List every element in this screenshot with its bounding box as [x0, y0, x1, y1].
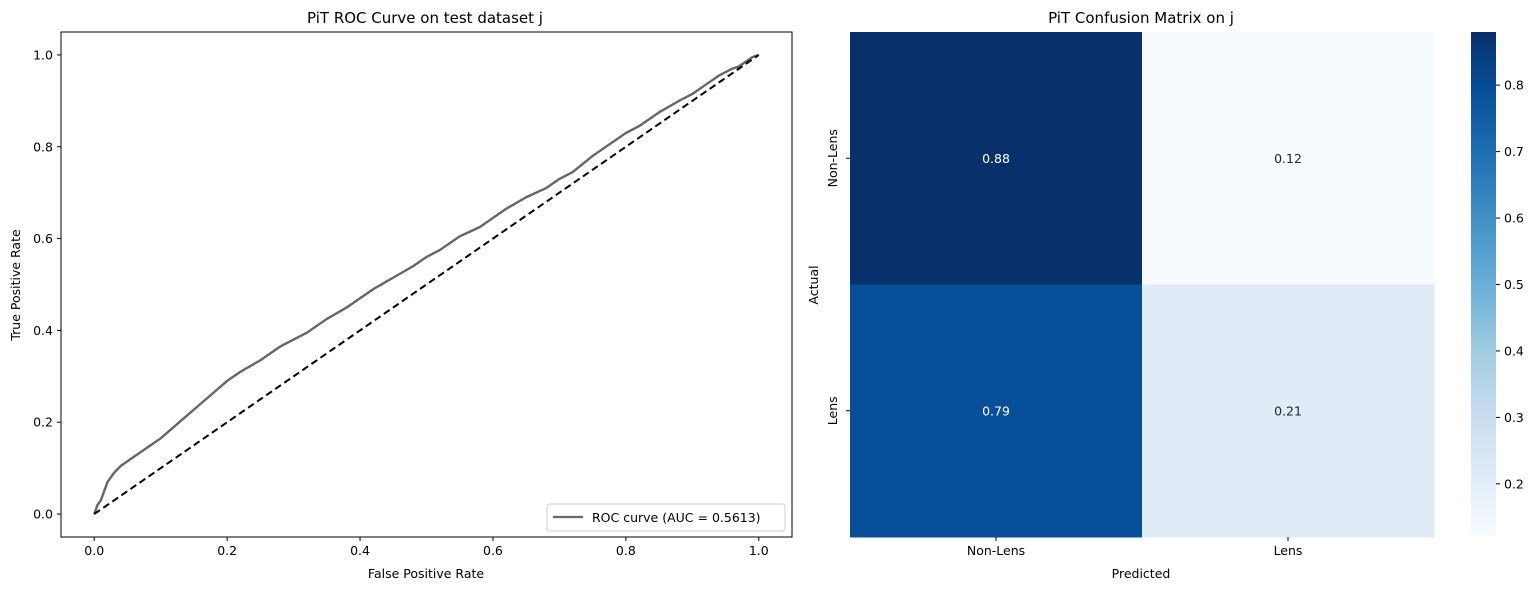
cm-x-tick-label: Non-Lens — [967, 543, 1025, 558]
roc-x-tick-label: 0.8 — [616, 543, 636, 558]
roc-y-tick-label: 0.4 — [33, 323, 53, 338]
roc-plot-area — [93, 53, 760, 515]
cm-y-tick-label: Non-Lens — [825, 129, 840, 187]
cm-cells: 0.88 0.12 0.79 0.21 — [850, 32, 1435, 538]
cm-cell — [850, 284, 1143, 538]
roc-y-tick-label: 1.0 — [33, 47, 53, 62]
colorbar-tick-label: 0.7 — [1504, 144, 1524, 159]
roc-x-tick-label: 0.6 — [483, 543, 503, 558]
roc-x-tick-label: 1.0 — [749, 543, 769, 558]
cm-cell-value: 0.88 — [982, 151, 1010, 166]
roc-y-axis-label: True Positive Rate — [8, 229, 23, 342]
cm-cell — [850, 32, 1143, 285]
colorbar-tick-label: 0.2 — [1504, 476, 1524, 491]
cm-cell-value: 0.79 — [982, 403, 1010, 418]
roc-x-ticks: 0.0 0.2 0.4 0.6 0.8 1.0 — [84, 537, 769, 558]
confusion-panel: PiT Confusion Matrix on j 0.88 0.120.79 0.… — [806, 9, 1524, 581]
colorbar-tick-label: 0.4 — [1504, 343, 1524, 358]
cm-x-tick-label: Lens — [1274, 543, 1303, 558]
cm-y-ticks: Non-Lens Lens — [825, 129, 850, 425]
roc-y-tick-label: 0.2 — [33, 415, 53, 430]
cm-cell-value: 0.21 — [1274, 403, 1302, 418]
cm-x-axis-label: Predicted — [1112, 566, 1171, 581]
colorbar-tick-label: 0.8 — [1504, 78, 1524, 93]
roc-title: PiT ROC Curve on test dataset j — [307, 9, 543, 27]
cm-cell-value: 0.12 — [1274, 151, 1302, 166]
colorbar — [1471, 32, 1496, 537]
colorbar-ticks: 0.2 0.3 0.4 0.5 0.6 0.7 0.8 — [1496, 78, 1524, 491]
roc-y-tick-label: 0.0 — [33, 507, 53, 522]
roc-legend-label: ROC curve (AUC = 0.5613) — [592, 510, 761, 525]
roc-y-ticks: 0.0 0.2 0.4 0.6 0.8 1.0 — [33, 47, 61, 522]
cm-y-tick-label: Lens — [825, 396, 840, 425]
cm-cell — [1142, 32, 1435, 285]
roc-x-tick-label: 0.4 — [350, 543, 370, 558]
cm-x-ticks: Non-Lens Lens — [967, 537, 1303, 558]
roc-legend-box — [546, 503, 786, 532]
roc-y-tick-label: 0.6 — [33, 231, 53, 246]
roc-chance-line — [93, 54, 760, 515]
roc-axes-frame — [60, 31, 793, 538]
roc-x-axis-label: False Positive Rate — [368, 566, 484, 581]
colorbar-tick-label: 0.5 — [1504, 277, 1524, 292]
colorbar-tick-label: 0.3 — [1504, 410, 1524, 425]
roc-curve-line — [93, 53, 760, 515]
cm-cell — [1142, 284, 1435, 538]
roc-legend: ROC curve (AUC = 0.5613) — [546, 503, 786, 532]
roc-x-tick-label: 0.0 — [84, 543, 104, 558]
colorbar-tick-label: 0.6 — [1504, 211, 1524, 226]
roc-y-tick-label: 0.8 — [33, 139, 53, 154]
cm-title: PiT Confusion Matrix on j — [1048, 9, 1234, 27]
cm-y-axis-label: Actual — [806, 265, 821, 304]
roc-panel: PiT ROC Curve on test dataset j 0.0 0.2 0.… — [8, 9, 793, 581]
roc-x-tick-label: 0.2 — [217, 543, 237, 558]
